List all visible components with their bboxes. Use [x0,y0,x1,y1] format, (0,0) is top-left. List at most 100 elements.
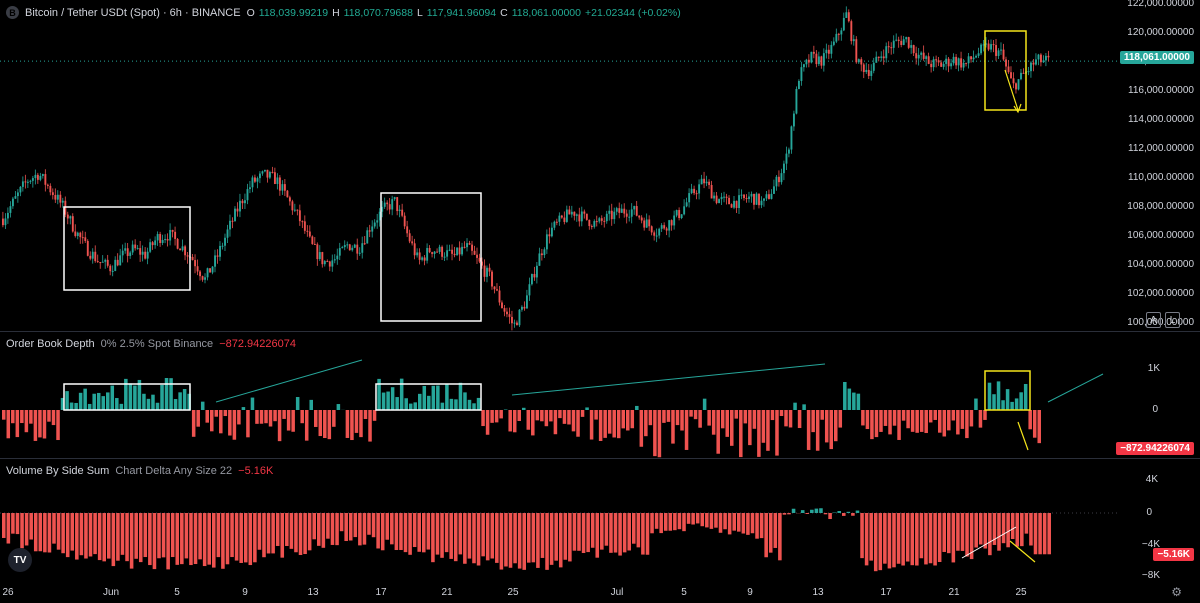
volume-delta-bar [755,513,759,539]
annotation-arrow [1004,69,1019,111]
candle-body [723,196,726,198]
volume-delta-bar [600,513,604,550]
order-book-pane[interactable]: Order Book Depth 0% 2.5% Spot Binance −8… [0,332,1200,458]
candle-body [568,209,571,215]
order-book-bar [770,410,775,421]
candle-body [1020,72,1022,80]
volume-delta-bar [312,513,316,540]
candle-body [788,149,790,154]
candle-body [685,202,688,207]
order-book-value: −872.94226074 [219,338,296,350]
candle-body [164,239,167,241]
volume-delta-bar [609,513,613,553]
candle-body [378,211,381,221]
volume-delta-bar [997,513,1001,551]
annotation-arrow [1009,540,1036,563]
candle-body [825,49,828,54]
order-book-bar [223,410,228,417]
order-book-bar [92,393,96,410]
volume-delta-bar [294,513,298,553]
volume-delta-bar [166,513,170,570]
order-book-bar [888,410,892,435]
volume-title[interactable]: Volume By Side Sum [6,465,110,477]
volume-delta-bar [595,513,600,558]
order-book-bar [680,410,684,431]
volume-delta-bar [394,513,399,551]
order-book-bar [743,410,748,424]
candle-body [16,192,19,197]
time-axis[interactable]: 26 Jun 5 9 13 17 21 25 Jul 5 9 13 17 21 25 [0,582,1200,603]
time-axis-label: 13 [812,587,824,598]
volume-delta-bar [380,513,385,551]
candle-body [800,67,803,81]
volume-delta-bar [778,513,782,561]
volume-delta-bar [440,513,444,558]
price-pane[interactable]: B Bitcoin / Tether USDt (Spot) · 6h · BI… [0,0,1200,331]
log-scale-button[interactable]: L [1165,312,1180,328]
price-axis-label: 106,000.00000 [1127,230,1194,241]
order-book-title[interactable]: Order Book Depth [6,338,95,350]
candle-body [336,255,339,260]
order-book-bar [892,410,897,426]
annotation-box-white [63,383,191,411]
volume-delta-bar [915,513,919,566]
settings-gear-icon[interactable]: ⚙ [1171,585,1182,599]
candle-body [483,265,486,277]
volume-delta-bar [476,513,481,566]
candle-body [917,54,920,59]
volume-delta-bar [791,508,796,513]
volume-delta-bar [84,513,88,559]
order-book-bar [69,402,74,410]
candle-body [783,163,785,174]
candle-body [927,56,930,64]
candle-body [615,208,618,212]
pane-separator[interactable] [0,331,1200,332]
order-book-bar [246,410,250,438]
candle-body [855,39,858,63]
candle-body [418,252,421,260]
order-book-bar [630,410,635,429]
candle-body [650,226,653,233]
order-book-bar [644,410,648,437]
tradingview-logo[interactable]: TV [8,548,32,572]
order-book-bar [291,410,295,432]
volume-delta-bar [495,513,499,563]
candle-body [605,213,608,222]
order-book-bar [549,410,553,422]
volume-delta-bar [540,513,545,558]
order-book-bar [395,397,399,410]
volume-delta-bar [20,513,24,549]
candle-body [256,178,259,182]
volume-pane[interactable]: Volume By Side Sum Chart Delta Any Size … [0,459,1200,581]
pane-separator[interactable] [0,458,1200,459]
volume-delta-bar [810,509,814,513]
volume-delta-bar [243,513,248,563]
candle-body [703,178,706,184]
order-book-bar [996,381,1001,410]
candle-body [456,247,459,256]
order-book-bar [155,402,160,410]
candle-body [4,218,7,226]
candle-body [518,309,521,326]
volume-delta-histogram[interactable] [0,459,1120,581]
candle-body [815,53,818,65]
candle-body [807,59,810,63]
order-book-bar [273,410,277,422]
candle-body [598,218,601,222]
candle-body [413,243,416,256]
candle-body [149,242,152,252]
order-book-bar [277,410,282,442]
order-book-histogram[interactable] [0,332,1120,458]
candle-body [321,252,324,265]
candlestick-chart[interactable] [0,0,1120,331]
order-book-bar [332,410,336,427]
price-axis-label: 112,000.00000 [1128,143,1194,154]
symbol-title[interactable]: Bitcoin / Tether USDt (Spot) · 6h · BINA… [25,6,241,19]
order-book-bar [481,410,485,427]
volume-delta-bar [248,513,253,566]
order-book-bar [508,410,512,432]
auto-scale-button[interactable]: A [1146,312,1161,328]
volume-delta-bar [1029,513,1033,546]
candle-body [273,172,276,184]
candle-body [860,59,863,65]
